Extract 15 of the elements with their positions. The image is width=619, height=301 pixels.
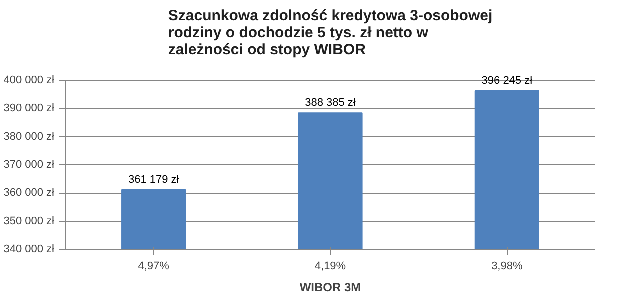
- x-axis-title: WIBOR 3M: [300, 280, 362, 294]
- x-tick-label: 4,19%: [314, 260, 346, 272]
- y-tick-label: 350 000 zł: [4, 215, 56, 228]
- y-tick-label: 360 000 zł: [4, 187, 56, 200]
- y-tick-label: 340 000 zł: [4, 244, 56, 256]
- y-tick-label: 370 000 zł: [4, 158, 56, 171]
- chart-title: Szacunkowa zdolność kredytowa 3-osobowej rodziny o dochodzie 5 tys. zł netto w zależności od stopy WIBOR: [168, 8, 493, 58]
- x-tick-label: 4,97%: [138, 260, 170, 272]
- data-label: 388 385 zł: [305, 97, 356, 110]
- x-tick-label: 3,98%: [492, 260, 523, 272]
- data-label: 396 245 zł: [482, 74, 534, 87]
- y-tick-label: 400 000 zł: [4, 74, 56, 86]
- y-tick-label: 390 000 zł: [4, 102, 56, 115]
- data-label: 361 179 zł: [128, 174, 180, 186]
- y-tick-label: 380 000 zł: [4, 130, 56, 143]
